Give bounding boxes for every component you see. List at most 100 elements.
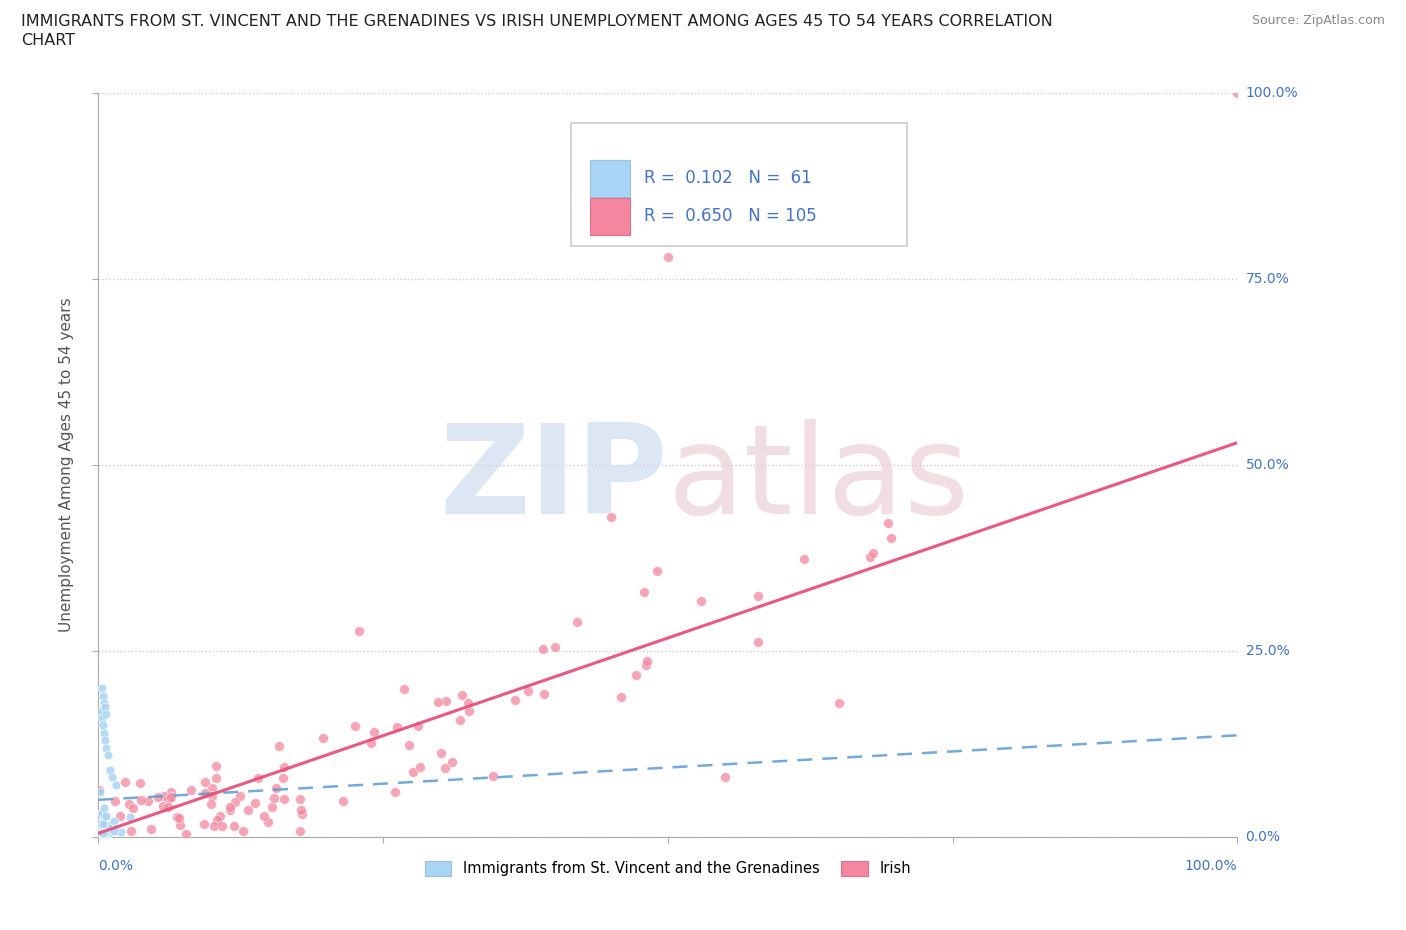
- Point: [90, 826, 112, 841]
- Point: [97, 826, 120, 841]
- Point: [98, 817, 121, 832]
- Point: [94, 733, 117, 748]
- Point: [531, 641, 554, 656]
- Text: ZIP: ZIP: [439, 419, 668, 540]
- Point: [101, 770, 124, 785]
- Point: [91, 805, 114, 820]
- Point: [394, 682, 416, 697]
- Point: [312, 730, 335, 745]
- Point: [205, 758, 228, 773]
- Text: CHART: CHART: [21, 33, 75, 47]
- Text: 100.0%: 100.0%: [1185, 859, 1237, 873]
- Point: [194, 785, 217, 800]
- Point: [97, 824, 120, 839]
- Point: [90, 711, 112, 725]
- Point: [91, 821, 114, 836]
- Point: [160, 790, 183, 804]
- Point: [104, 777, 127, 792]
- Point: [211, 818, 233, 833]
- Point: [90, 826, 112, 841]
- Point: [193, 817, 215, 831]
- Point: [384, 784, 406, 799]
- Text: IMMIGRANTS FROM ST. VINCENT AND THE GRENADINES VS IRISH UNEMPLOYMENT AMONG AGES : IMMIGRANTS FROM ST. VINCENT AND THE GREN…: [21, 14, 1053, 29]
- Point: [174, 827, 197, 842]
- Point: [97, 820, 120, 835]
- Point: [96, 748, 118, 763]
- Point: [96, 809, 118, 824]
- Point: [118, 796, 141, 811]
- Point: [406, 718, 429, 733]
- Point: [89, 806, 111, 821]
- Point: [690, 594, 713, 609]
- Point: [449, 712, 471, 727]
- Point: [91, 826, 114, 841]
- Point: [90, 826, 112, 841]
- Point: [96, 826, 118, 841]
- Point: [634, 658, 657, 672]
- Point: [267, 738, 290, 753]
- Point: [200, 796, 222, 811]
- Point: [205, 813, 228, 828]
- Point: [89, 825, 111, 840]
- Point: [94, 821, 117, 836]
- Point: [409, 760, 432, 775]
- Point: [290, 803, 312, 817]
- Point: [828, 696, 851, 711]
- Point: [148, 790, 170, 804]
- Point: [103, 814, 125, 829]
- Point: [219, 800, 242, 815]
- Point: [91, 826, 114, 841]
- Point: [859, 549, 882, 564]
- Point: [232, 824, 254, 839]
- Point: [273, 792, 295, 807]
- Point: [434, 694, 457, 709]
- Point: [169, 817, 191, 832]
- Point: [87, 782, 110, 797]
- Point: [441, 754, 464, 769]
- Point: [108, 809, 131, 824]
- Point: [714, 770, 737, 785]
- Point: [105, 820, 128, 835]
- Point: [385, 720, 408, 735]
- Text: 0.0%: 0.0%: [98, 859, 134, 873]
- Point: [167, 810, 190, 825]
- Point: [243, 796, 266, 811]
- Point: [93, 821, 115, 836]
- Point: [257, 815, 280, 830]
- Point: [89, 818, 111, 833]
- FancyBboxPatch shape: [571, 123, 907, 246]
- Point: [152, 798, 174, 813]
- Point: [862, 545, 884, 560]
- Point: [401, 764, 423, 779]
- Text: 0.0%: 0.0%: [1246, 830, 1281, 844]
- Text: R =  0.102   N =  61: R = 0.102 N = 61: [644, 169, 811, 187]
- Point: [110, 824, 132, 839]
- Text: 25.0%: 25.0%: [1246, 644, 1289, 658]
- Point: [260, 799, 283, 814]
- Point: [180, 782, 202, 797]
- Point: [93, 826, 115, 841]
- Point: [208, 809, 231, 824]
- Point: [426, 695, 449, 710]
- Point: [273, 759, 295, 774]
- Point: [363, 724, 385, 739]
- Point: [291, 807, 314, 822]
- Point: [238, 803, 260, 817]
- Point: [91, 817, 114, 831]
- Point: [253, 809, 276, 824]
- Text: 50.0%: 50.0%: [1246, 458, 1289, 472]
- Point: [609, 690, 631, 705]
- Point: [89, 785, 111, 800]
- Point: [271, 770, 294, 785]
- Point: [645, 563, 668, 578]
- Point: [96, 826, 118, 841]
- Point: [93, 817, 115, 832]
- Point: [332, 793, 354, 808]
- Point: [93, 696, 115, 711]
- Point: [91, 817, 114, 831]
- Point: [156, 800, 179, 815]
- Point: [544, 639, 567, 654]
- Y-axis label: Unemployment Among Ages 45 to 54 years: Unemployment Among Ages 45 to 54 years: [59, 298, 75, 632]
- Point: [97, 819, 120, 834]
- Point: [633, 584, 655, 599]
